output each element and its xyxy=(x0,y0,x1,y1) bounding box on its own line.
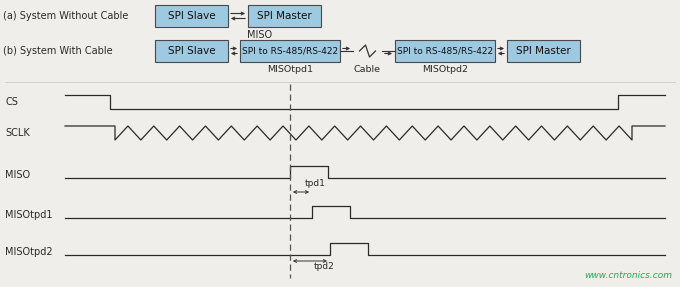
Text: www.cntronics.com: www.cntronics.com xyxy=(584,271,672,280)
FancyBboxPatch shape xyxy=(248,5,321,27)
Text: MISO: MISO xyxy=(248,30,273,40)
Text: tpd2: tpd2 xyxy=(314,262,335,271)
Text: CS: CS xyxy=(5,97,18,107)
Text: MISOtpd1: MISOtpd1 xyxy=(5,210,52,220)
Text: SPI to RS-485/RS-422: SPI to RS-485/RS-422 xyxy=(397,46,493,55)
Text: SCLK: SCLK xyxy=(5,128,30,138)
Text: (a) System Without Cable: (a) System Without Cable xyxy=(3,11,129,21)
Text: SPI to RS-485/RS-422: SPI to RS-485/RS-422 xyxy=(242,46,338,55)
Text: SPI Slave: SPI Slave xyxy=(168,11,216,21)
Text: SPI Master: SPI Master xyxy=(516,46,571,56)
Text: tpd1: tpd1 xyxy=(305,179,326,188)
Text: MISO: MISO xyxy=(5,170,30,180)
FancyBboxPatch shape xyxy=(507,40,580,62)
FancyBboxPatch shape xyxy=(155,40,228,62)
Text: (b) System With Cable: (b) System With Cable xyxy=(3,46,113,56)
Text: MISOtpd2: MISOtpd2 xyxy=(422,65,468,75)
Text: SPI Slave: SPI Slave xyxy=(168,46,216,56)
Text: MISOtpd1: MISOtpd1 xyxy=(267,65,313,75)
Text: SPI Master: SPI Master xyxy=(257,11,312,21)
FancyBboxPatch shape xyxy=(395,40,495,62)
Text: MISOtpd2: MISOtpd2 xyxy=(5,247,52,257)
FancyBboxPatch shape xyxy=(155,5,228,27)
Text: Cable: Cable xyxy=(354,65,381,75)
FancyBboxPatch shape xyxy=(240,40,340,62)
